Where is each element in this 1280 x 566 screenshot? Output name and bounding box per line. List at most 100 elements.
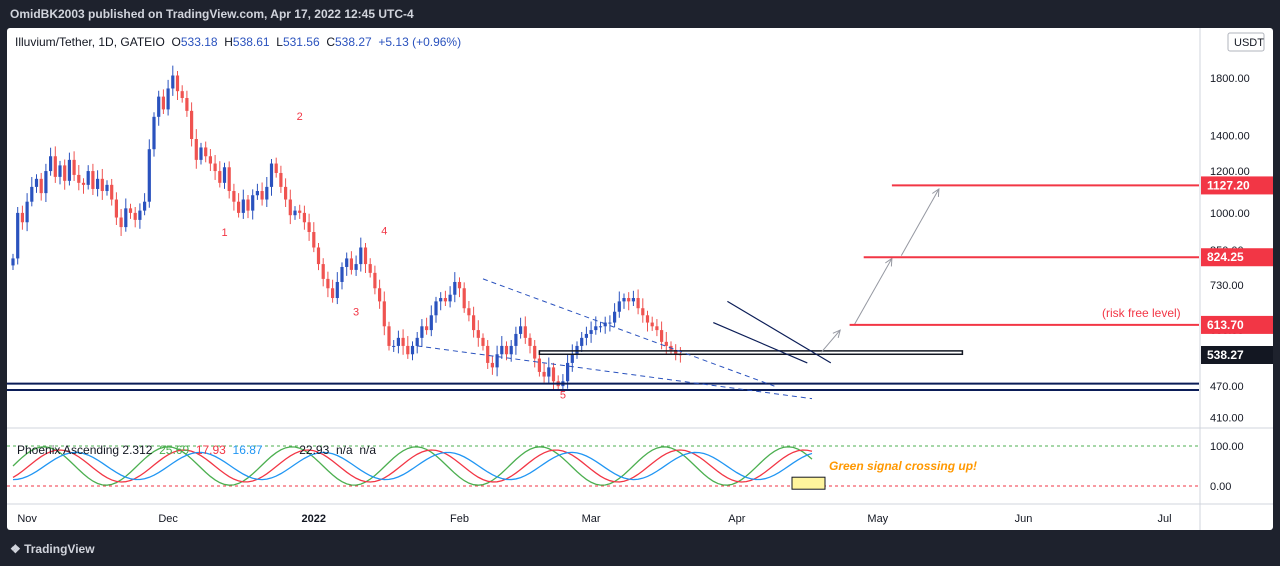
- candle-body: [655, 326, 659, 331]
- level-label-target-2[interactable]: 1127.20: [1207, 178, 1250, 192]
- wedge-upper-line: [482, 278, 775, 387]
- candle-body: [307, 222, 311, 233]
- candle-body: [255, 191, 259, 196]
- candle-body: [345, 258, 349, 267]
- candle-body: [227, 167, 231, 192]
- candle-body: [575, 345, 579, 355]
- high-label: H: [224, 35, 233, 49]
- candle-body: [110, 184, 114, 200]
- y-tick-label: 410.00: [1210, 412, 1244, 424]
- green-signal-annotation: Green signal crossing up!: [829, 459, 977, 473]
- candle-body: [222, 167, 227, 183]
- projection-arrow: [821, 329, 841, 353]
- candle-body: [96, 178, 100, 189]
- candle-body: [312, 232, 316, 248]
- symbol-pair[interactable]: Illuvium/Tether, 1D, GATEIO: [15, 35, 165, 49]
- candle-body: [30, 186, 34, 202]
- candle-body: [44, 171, 48, 194]
- footer-bar: ❖ TradingView: [0, 530, 1280, 566]
- risk-free-annotation: (risk free level): [1102, 306, 1181, 320]
- brand-name: TradingView: [24, 542, 95, 556]
- candle-body: [147, 149, 151, 202]
- candle-body: [143, 201, 147, 211]
- candle-body: [664, 341, 668, 346]
- candle-body: [39, 178, 43, 194]
- candle-body: [218, 171, 222, 183]
- candle-body: [49, 156, 53, 172]
- flag-upper-line: [727, 300, 832, 364]
- price-chart[interactable]: 1800.001400.001200.001000.00850.00730.00…: [7, 28, 1273, 530]
- candle-body: [514, 333, 518, 346]
- indicator-value-2: 17.93: [195, 443, 226, 457]
- candle-body: [241, 199, 245, 213]
- x-tick-label: Jul: [1157, 513, 1171, 525]
- candle-body: [674, 350, 678, 355]
- candle-body: [457, 281, 462, 289]
- indicator-line-blue: [12, 451, 813, 481]
- publish-info: OmidBK2003 published on TradingView.com,…: [10, 7, 414, 21]
- candle-body: [293, 210, 297, 216]
- candle-body: [246, 199, 250, 211]
- candle-body: [570, 354, 574, 363]
- candle-body: [81, 182, 86, 185]
- level-label-last-price[interactable]: 538.27: [1207, 348, 1244, 362]
- level-badge-risk-free: [1201, 315, 1273, 334]
- candle-body: [622, 298, 626, 302]
- tradingview-logo[interactable]: ❖ TradingView: [10, 542, 95, 556]
- candle-body: [72, 159, 76, 175]
- x-tick-label: Nov: [17, 513, 37, 525]
- x-tick-label: Apr: [728, 513, 745, 525]
- x-tick-label: Mar: [582, 513, 601, 525]
- indicator-line-green: [12, 446, 813, 486]
- y-tick-label: 1000.00: [1210, 208, 1250, 220]
- candle-body: [650, 322, 654, 327]
- candle-body: [166, 88, 170, 110]
- candle-body: [100, 178, 104, 192]
- candle-body: [439, 298, 443, 302]
- projection-arrow: [900, 188, 940, 256]
- candle-body: [171, 75, 175, 89]
- candle-body: [490, 362, 494, 368]
- candle-body: [16, 212, 20, 259]
- candle-body: [302, 212, 306, 223]
- candle-body: [660, 330, 664, 342]
- indicator-tick-label: 100.00: [1210, 441, 1244, 453]
- candle-body: [175, 75, 180, 92]
- candle-body: [204, 147, 208, 157]
- candle-body: [331, 288, 335, 299]
- tv-icon: ❖: [10, 542, 25, 556]
- candle-body: [316, 247, 321, 265]
- candle-body: [298, 210, 302, 213]
- wave-label-4: 4: [381, 226, 387, 238]
- candle-body: [551, 367, 556, 382]
- indicator-na-2: n/a: [359, 443, 376, 457]
- x-tick-label: Jun: [1015, 513, 1033, 525]
- candle-body: [359, 247, 363, 265]
- indicator-name[interactable]: Phoenix Ascending 2.312: [17, 443, 153, 457]
- candle-body: [594, 326, 598, 331]
- x-tick-label: May: [867, 513, 888, 525]
- candle-body: [180, 91, 184, 99]
- candle-body: [481, 337, 485, 346]
- candle-body: [382, 301, 386, 327]
- chart-frame[interactable]: 1800.001400.001200.001000.00850.00730.00…: [7, 28, 1273, 530]
- indicator-legend: Phoenix Ascending 2.312 25.69 17.93 16.8…: [17, 443, 376, 457]
- x-tick-label: Dec: [158, 513, 178, 525]
- candle-body: [232, 191, 236, 202]
- candle-body: [63, 165, 67, 181]
- candle-body: [349, 258, 353, 270]
- candle-body: [589, 330, 593, 334]
- candle-body: [199, 147, 203, 160]
- candle-body: [354, 264, 358, 270]
- candle-body: [274, 163, 278, 173]
- wave-label-3: 3: [353, 306, 359, 318]
- indicator-tick-label: 0.00: [1210, 481, 1231, 493]
- candle-body: [86, 171, 90, 185]
- candle-body: [269, 163, 274, 187]
- level-label-target-1[interactable]: 824.25: [1207, 250, 1244, 264]
- level-label-risk-free[interactable]: 613.70: [1207, 318, 1244, 332]
- open-value: 533.18: [180, 35, 218, 49]
- arrow-head: [885, 257, 893, 267]
- candle-body: [645, 315, 650, 323]
- indicator-value-3: 16.87: [232, 443, 263, 457]
